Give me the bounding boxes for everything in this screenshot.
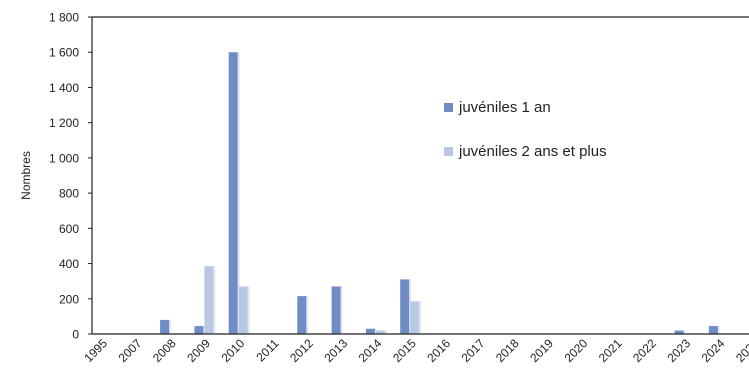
x-tick-label: 2010 [219,336,248,365]
bar-shadow [419,301,422,334]
y-tick-label: 0 [72,328,79,342]
bar [331,286,343,334]
legend: juvéniles 1 an juvéniles 2 ans et plus [444,97,607,185]
x-tick-label: 2013 [321,336,350,365]
bar-juveniles-2-ans-et-plus [410,301,420,334]
bar [204,266,216,334]
bar [238,286,250,334]
legend-item-series-2: juvéniles 2 ans et plus [444,141,607,161]
bar-shadow [306,296,309,334]
y-tick-label: 1 800 [49,11,79,25]
legend-item-series-1: juvéniles 1 an [444,97,607,117]
y-tick-label: 1 600 [49,46,79,60]
bar-juveniles-2-ans-et-plus [204,266,214,334]
bar-shadow [340,286,343,334]
x-tick-label: 2021 [596,336,625,365]
bar [674,330,686,334]
x-tick-label: 2023 [664,336,693,365]
x-tick-label: 2015 [390,336,419,365]
x-tick-label: 1995 [81,336,110,365]
bar-shadow [169,319,172,334]
y-tick-label: 1 400 [49,81,79,95]
bar [228,52,240,334]
legend-label-series-1: juvéniles 1 an [459,98,551,116]
x-tick-label: 2011 [253,336,281,364]
x-tick-label: 2019 [527,336,556,365]
legend-swatch-series-1 [444,102,453,112]
x-tick-label: 2009 [184,336,213,365]
bar-juveniles-2-ans-et-plus [238,286,248,334]
bar-juveniles-1-an [400,279,410,334]
y-tick-label: 1 200 [49,116,79,130]
x-tick-label: 2022 [630,336,659,365]
y-tick-label: 1 000 [49,151,79,165]
bar-juveniles-1-an [297,296,307,334]
bar-juveniles-1-an [674,330,684,334]
bar [160,319,172,334]
bar-shadow [683,330,686,334]
legend-label-series-2: juvéniles 2 ans et plus [459,142,607,160]
bar-shadow [384,330,387,334]
bar-shadow [717,326,720,334]
y-tick-label: 200 [59,292,79,306]
bar-juveniles-2-ans-et-plus [375,330,385,334]
bar [297,296,309,334]
bar [400,279,412,334]
bar-shadow [237,52,240,334]
x-tick-label: 2014 [356,336,385,365]
bar-juveniles-1-an [365,328,375,334]
x-tick-label: 2017 [459,336,488,365]
bar-juveniles-1-an [331,286,341,334]
x-tick-label: 2012 [287,336,316,365]
bar-juveniles-1-an [708,326,718,334]
x-tick-label: 2024 [699,336,728,365]
x-tick-label: 2016 [424,336,453,365]
y-tick-label: 800 [59,187,79,201]
bar [708,326,720,334]
bar [194,326,206,334]
x-tick-label: 2025 [733,336,749,365]
x-tick-label: 2018 [493,336,522,365]
bar-juveniles-1-an [228,52,238,334]
bar-shadow [213,266,216,334]
x-tick-label: 2007 [116,336,145,365]
bar [375,330,387,334]
bar-shadow [247,286,250,334]
x-tick-label: 2020 [562,336,591,365]
bar [410,301,422,334]
legend-swatch-series-2 [444,146,453,156]
bar-juveniles-1-an [194,326,204,334]
bar [365,328,377,334]
y-axis-title: Nombres [19,151,33,200]
y-tick-label: 600 [59,222,79,236]
x-tick-label: 2008 [150,336,179,365]
y-tick-label: 400 [59,257,79,271]
bar-juveniles-1-an [160,319,170,334]
